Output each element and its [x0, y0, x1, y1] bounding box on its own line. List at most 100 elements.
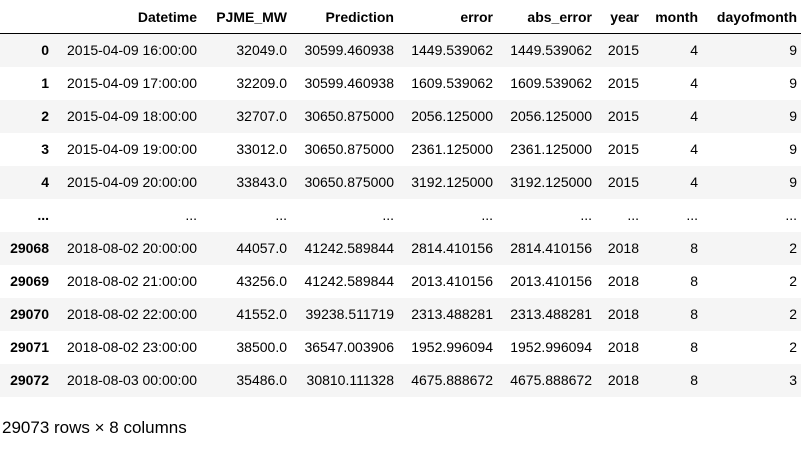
cell-pjme-mw: 32049.0	[236, 42, 287, 58]
cell-abs-error: 2814.410156	[510, 240, 592, 256]
cell-abs-error: 3192.125000	[510, 174, 592, 190]
cell-abs-error: 1609.539062	[510, 75, 592, 91]
cell-datetime: 2015-04-09 18:00:00	[67, 108, 197, 124]
cell-dayofmonth: 9	[789, 174, 797, 190]
cell-dayofmonth: 2	[789, 306, 797, 322]
cell-prediction: 30599.460938	[304, 75, 394, 91]
dataframe-table: Datetime PJME_MW Prediction error abs_er…	[0, 2, 801, 397]
cell-error: 3192.125000	[411, 174, 493, 190]
cell-prediction: 30650.875000	[304, 108, 394, 124]
cell-prediction: 30650.875000	[304, 141, 394, 157]
cell-month: 4	[690, 174, 698, 190]
row-index: 29068	[10, 240, 49, 256]
cell-year: 2015	[607, 174, 639, 190]
cell-dayofmonth: 2	[789, 273, 797, 289]
cell-prediction: 36547.003906	[304, 339, 394, 355]
cell-abs-error: ...	[580, 207, 592, 223]
cell-prediction: ...	[382, 207, 394, 223]
cell-month: ...	[686, 207, 698, 223]
cell-dayofmonth: 9	[789, 141, 797, 157]
cell-error: 1609.539062	[411, 75, 493, 91]
cell-pjme-mw: 35486.0	[236, 372, 287, 388]
cell-abs-error: 4675.888672	[510, 372, 592, 388]
cell-pjme-mw: 38500.0	[236, 339, 287, 355]
row-index: 2	[41, 108, 49, 124]
cell-dayofmonth: ...	[785, 207, 797, 223]
cell-datetime: 2018-08-02 22:00:00	[67, 306, 197, 322]
table-header: Datetime PJME_MW Prediction error abs_er…	[0, 2, 801, 34]
cell-month: 8	[690, 240, 698, 256]
row-index: 29072	[10, 372, 49, 388]
dataframe-output: Datetime PJME_MW Prediction error abs_er…	[0, 2, 801, 397]
cell-year: 2018	[607, 372, 639, 388]
cell-pjme-mw: 32707.0	[236, 108, 287, 124]
cell-dayofmonth: 9	[789, 75, 797, 91]
cell-year: 2015	[607, 141, 639, 157]
cell-year: 2015	[607, 42, 639, 58]
cell-month: 8	[690, 273, 698, 289]
cell-error: 2056.125000	[411, 108, 493, 124]
cell-abs-error: 2313.488281	[510, 306, 592, 322]
cell-dayofmonth: 9	[789, 42, 797, 58]
cell-pjme-mw: 32209.0	[236, 75, 287, 91]
table-row: 29068 2018-08-02 20:00:00 44057.0 41242.589…	[0, 232, 801, 265]
column-header-abs-error: abs_error	[493, 2, 592, 34]
column-header-error: error	[394, 2, 493, 34]
cell-prediction: 30599.460938	[304, 42, 394, 58]
column-header-datetime: Datetime	[49, 2, 197, 34]
column-header-prediction: Prediction	[287, 2, 394, 34]
cell-month: 4	[690, 108, 698, 124]
row-index: 3	[41, 141, 49, 157]
index-header	[0, 2, 49, 34]
cell-abs-error: 2013.410156	[510, 273, 592, 289]
cell-year: 2015	[607, 108, 639, 124]
table-body: 0 2015-04-09 16:00:00 32049.0 30599.460938 1…	[0, 33, 801, 397]
cell-abs-error: 1449.539062	[510, 42, 592, 58]
cell-abs-error: 2361.125000	[510, 141, 592, 157]
cell-pjme-mw: 33012.0	[236, 141, 287, 157]
cell-prediction: 41242.589844	[304, 240, 394, 256]
cell-error: ...	[481, 207, 493, 223]
cell-pjme-mw: 44057.0	[236, 240, 287, 256]
cell-datetime: 2015-04-09 20:00:00	[67, 174, 197, 190]
cell-month: 8	[690, 306, 698, 322]
cell-month: 4	[690, 75, 698, 91]
cell-prediction: 39238.511719	[305, 306, 395, 322]
cell-datetime: 2018-08-02 21:00:00	[67, 273, 197, 289]
cell-datetime: ...	[185, 207, 197, 223]
row-index: 29071	[10, 339, 49, 355]
table-row: 29072 2018-08-03 00:00:00 35486.0 30810.111…	[0, 364, 801, 397]
cell-error: 1952.996094	[411, 339, 493, 355]
cell-datetime: 2015-04-09 19:00:00	[67, 141, 197, 157]
cell-dayofmonth: 2	[789, 339, 797, 355]
cell-month: 8	[690, 339, 698, 355]
cell-datetime: 2015-04-09 16:00:00	[67, 42, 197, 58]
cell-error: 2814.410156	[411, 240, 493, 256]
cell-year: 2018	[607, 306, 639, 322]
cell-datetime: 2015-04-09 17:00:00	[67, 75, 197, 91]
cell-pjme-mw: 33843.0	[236, 174, 287, 190]
table-row: 29069 2018-08-02 21:00:00 43256.0 41242.589…	[0, 265, 801, 298]
cell-dayofmonth: 2	[789, 240, 797, 256]
table-row: 29070 2018-08-02 22:00:00 41552.0 39238.511…	[0, 298, 801, 331]
cell-datetime: 2018-08-02 23:00:00	[67, 339, 197, 355]
table-row: 2 2015-04-09 18:00:00 32707.0 30650.875000 2…	[0, 100, 801, 133]
cell-year: 2018	[607, 339, 639, 355]
cell-prediction: 30650.875000	[304, 174, 394, 190]
column-header-pjme-mw: PJME_MW	[197, 2, 287, 34]
column-header-month: month	[639, 2, 698, 34]
cell-error: 2313.488281	[411, 306, 493, 322]
table-row: 1 2015-04-09 17:00:00 32209.0 30599.460938 1…	[0, 67, 801, 100]
header-row: Datetime PJME_MW Prediction error abs_er…	[0, 2, 801, 34]
cell-error: 1449.539062	[411, 42, 493, 58]
column-header-dayofmonth: dayofmonth	[698, 2, 801, 34]
row-index: ...	[37, 207, 49, 223]
row-index: 4	[41, 174, 49, 190]
cell-datetime: 2018-08-03 00:00:00	[67, 372, 197, 388]
dataframe-shape-text: 29073 rows × 8 columns	[2, 418, 187, 437]
row-index: 29070	[10, 306, 49, 322]
table-row: 3 2015-04-09 19:00:00 33012.0 30650.875000 2…	[0, 133, 801, 166]
row-index: 29069	[10, 273, 49, 289]
cell-error: 2013.410156	[411, 273, 493, 289]
cell-prediction: 41242.589844	[304, 273, 394, 289]
